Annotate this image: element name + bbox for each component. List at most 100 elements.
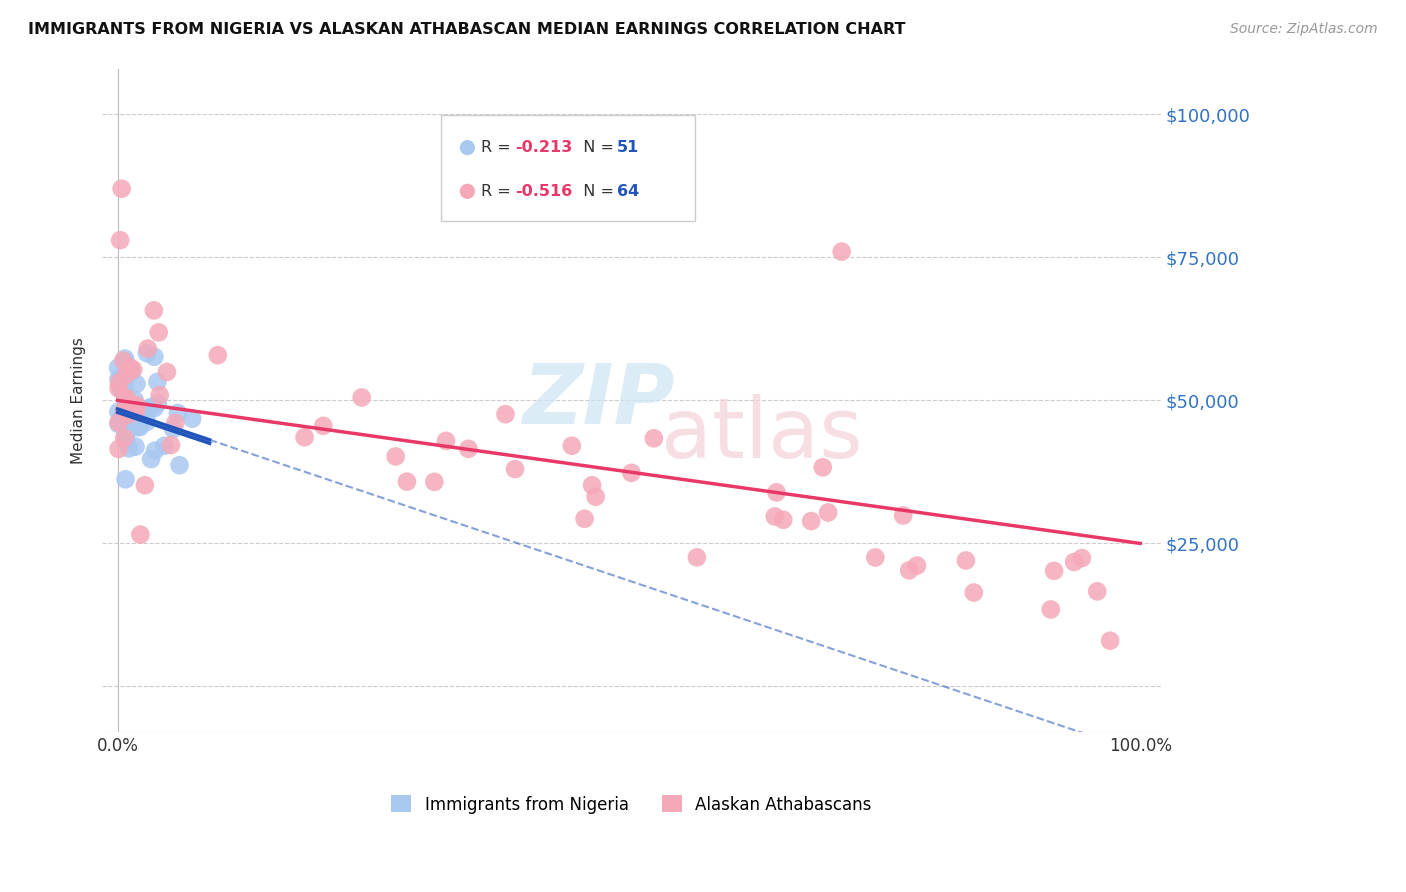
Point (115, 391, 138, 405)
Point (165, 416, 187, 430)
Point (585, 490, 607, 504)
Point (122, 406, 145, 420)
Point (120, 360, 142, 375)
Point (574, 512, 596, 526)
Point (434, 434, 457, 448)
Point (117, 409, 139, 424)
Text: R =: R = (481, 184, 516, 199)
Point (581, 478, 603, 492)
Point (107, 417, 129, 431)
Legend: Immigrants from Nigeria, Alaskan Athabascans: Immigrants from Nigeria, Alaskan Athabas… (382, 787, 880, 822)
Point (110, 411, 132, 425)
Point (112, 353, 135, 368)
Point (127, 420, 149, 434)
Point (169, 458, 191, 473)
Point (118, 442, 141, 456)
Point (110, 414, 132, 428)
Point (772, 513, 794, 527)
Point (495, 407, 517, 421)
Point (115, 428, 138, 442)
Point (115, 391, 138, 405)
Point (811, 460, 834, 475)
Point (114, 386, 136, 401)
Point (831, 244, 853, 259)
Point (121, 398, 143, 412)
Point (107, 372, 129, 386)
Text: -0.213: -0.213 (515, 140, 572, 155)
Point (817, 506, 839, 520)
Point (110, 379, 132, 393)
Point (166, 406, 188, 420)
Text: ZIP: ZIP (522, 359, 675, 441)
Point (156, 365, 179, 379)
Point (129, 527, 152, 541)
Point (384, 450, 406, 464)
Point (1043, 564, 1066, 578)
Text: IMMIGRANTS FROM NIGERIA VS ALASKAN ATHABASCAN MEDIAN EARNINGS CORRELATION CHART: IMMIGRANTS FROM NIGERIA VS ALASKAN ATHAB… (28, 22, 905, 37)
Point (136, 346, 159, 360)
Point (294, 430, 316, 444)
Point (124, 392, 146, 407)
Point (112, 403, 135, 417)
Point (108, 376, 131, 391)
Point (114, 368, 136, 382)
Point (120, 397, 142, 411)
Point (143, 350, 166, 364)
Point (905, 558, 928, 573)
Text: -0.516: -0.516 (515, 184, 572, 199)
Point (143, 401, 166, 416)
Point (963, 585, 986, 599)
Point (139, 452, 162, 467)
Point (134, 478, 156, 492)
Point (114, 391, 136, 405)
Point (143, 443, 166, 458)
Point (139, 401, 162, 415)
Point (395, 475, 418, 489)
Point (112, 431, 135, 445)
Point (107, 442, 129, 456)
Point (955, 553, 977, 567)
Point (115, 396, 138, 410)
Point (1085, 584, 1108, 599)
Point (1099, 633, 1122, 648)
Point (128, 420, 150, 434)
Point (1039, 602, 1062, 616)
Point (207, 348, 229, 362)
Point (148, 326, 170, 340)
Point (110, 680, 132, 694)
Point (149, 388, 172, 402)
Point (108, 233, 131, 247)
Y-axis label: Median Earnings: Median Earnings (72, 337, 86, 464)
Point (121, 365, 143, 379)
Point (112, 413, 135, 427)
Point (115, 432, 138, 446)
Point (107, 360, 129, 375)
Point (112, 368, 135, 383)
Point (503, 462, 526, 476)
Point (423, 475, 446, 489)
Point (350, 391, 373, 405)
Point (138, 401, 160, 415)
Text: N =: N = (574, 184, 620, 199)
Point (162, 422, 184, 436)
Point (457, 442, 479, 456)
Point (561, 439, 583, 453)
Point (142, 303, 165, 318)
Point (686, 550, 709, 565)
Point (765, 485, 787, 500)
Point (620, 466, 643, 480)
Point (117, 412, 139, 426)
Point (114, 376, 136, 391)
Point (146, 396, 169, 410)
Point (122, 362, 145, 376)
Point (181, 411, 204, 425)
Point (125, 417, 148, 432)
Point (114, 351, 136, 366)
Text: atlas: atlas (661, 394, 863, 475)
Text: Source: ZipAtlas.com: Source: ZipAtlas.com (1230, 22, 1378, 37)
Point (111, 376, 134, 391)
Point (136, 415, 159, 429)
Point (125, 399, 148, 413)
Point (312, 418, 335, 433)
Point (898, 563, 921, 577)
